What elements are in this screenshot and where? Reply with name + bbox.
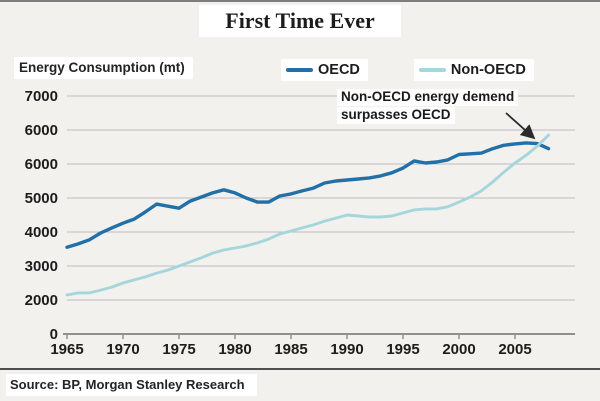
page-title: First Time Ever <box>199 5 401 37</box>
y-axis-ticks: 7000 6000 6000 5000 4000 3000 2000 0 <box>25 88 58 343</box>
annotation-line-2: surpasses OECD <box>337 107 455 124</box>
top-border <box>0 0 600 2</box>
x-axis-ticks: 1965 1970 1975 1980 1985 1990 1995 2000 2005 <box>50 334 532 358</box>
x-tick-label: 1980 <box>218 341 251 358</box>
x-tick-label: 1990 <box>330 341 363 358</box>
x-tick-label: 1995 <box>386 341 419 358</box>
non-oecd-line <box>65 133 551 297</box>
legend-item-oecd: OECD <box>281 59 368 81</box>
annotation-line-1: Non-OECD energy demend <box>337 89 519 106</box>
x-tick-label: 1975 <box>162 341 195 358</box>
gridlines <box>63 95 575 335</box>
y-tick-label: 3000 <box>25 258 58 275</box>
legend-label-oecd: OECD <box>318 62 360 78</box>
y-tick-label: 7000 <box>25 88 58 105</box>
y-tick-label: 5000 <box>25 190 58 207</box>
oecd-line <box>65 141 551 249</box>
x-tick-label: 2000 <box>442 341 475 358</box>
annotation-arrow-icon <box>505 112 536 140</box>
oecd-line-swatch <box>286 68 313 72</box>
x-tick-label: 1985 <box>274 341 307 358</box>
y-tick-label: 2000 <box>25 292 58 309</box>
y-tick-label: 6000 <box>25 122 58 139</box>
x-tick-label: 1970 <box>106 341 139 358</box>
x-tick-label: 1965 <box>50 341 83 358</box>
y-tick-label: 4000 <box>25 224 58 241</box>
legend-item-non-oecd: Non-OECD <box>413 59 534 81</box>
data-series <box>65 133 551 297</box>
title-bar: First Time Ever <box>0 5 600 37</box>
chart-annotation: Non-OECD energy demend surpasses OECD <box>337 88 519 124</box>
legend-label-non-oecd: Non-OECD <box>450 62 526 78</box>
non-oecd-line-swatch <box>418 68 446 72</box>
y-tick-label: 6000 <box>25 156 58 173</box>
y-axis-label: Energy Consumption (mt) <box>14 57 193 79</box>
legend: OECD Non-OECD <box>281 59 534 81</box>
y-tick-label: 0 <box>50 326 58 343</box>
x-tick-label: 2005 <box>498 341 531 358</box>
source-note: Source: BP, Morgan Stanley Research <box>6 374 257 396</box>
footer-rule <box>0 368 600 370</box>
